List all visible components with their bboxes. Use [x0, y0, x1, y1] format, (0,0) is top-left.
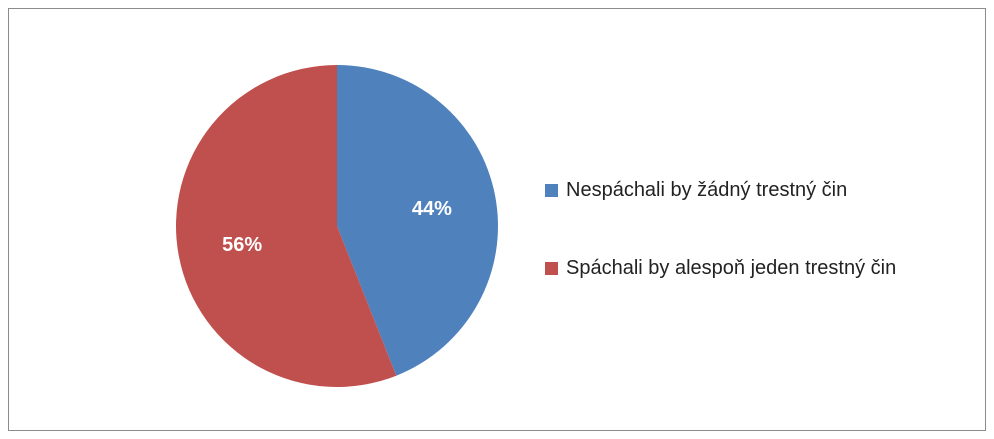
legend-swatch-1: [545, 262, 558, 275]
legend-swatch-0: [545, 184, 558, 197]
data-label-0: 44%: [412, 198, 452, 220]
legend-label-1: Spáchali by alespoň jeden trestný čin: [566, 257, 896, 280]
legend: Nespáchali by žádný trestný čin Spáchali…: [545, 176, 896, 332]
legend-label-0: Nespáchali by žádný trestný čin: [566, 179, 847, 202]
legend-item-0: Nespáchali by žádný trestný čin: [545, 176, 896, 204]
legend-item-1: Spáchali by alespoň jeden trestný čin: [545, 254, 896, 282]
data-label-1: 56%: [222, 234, 262, 256]
